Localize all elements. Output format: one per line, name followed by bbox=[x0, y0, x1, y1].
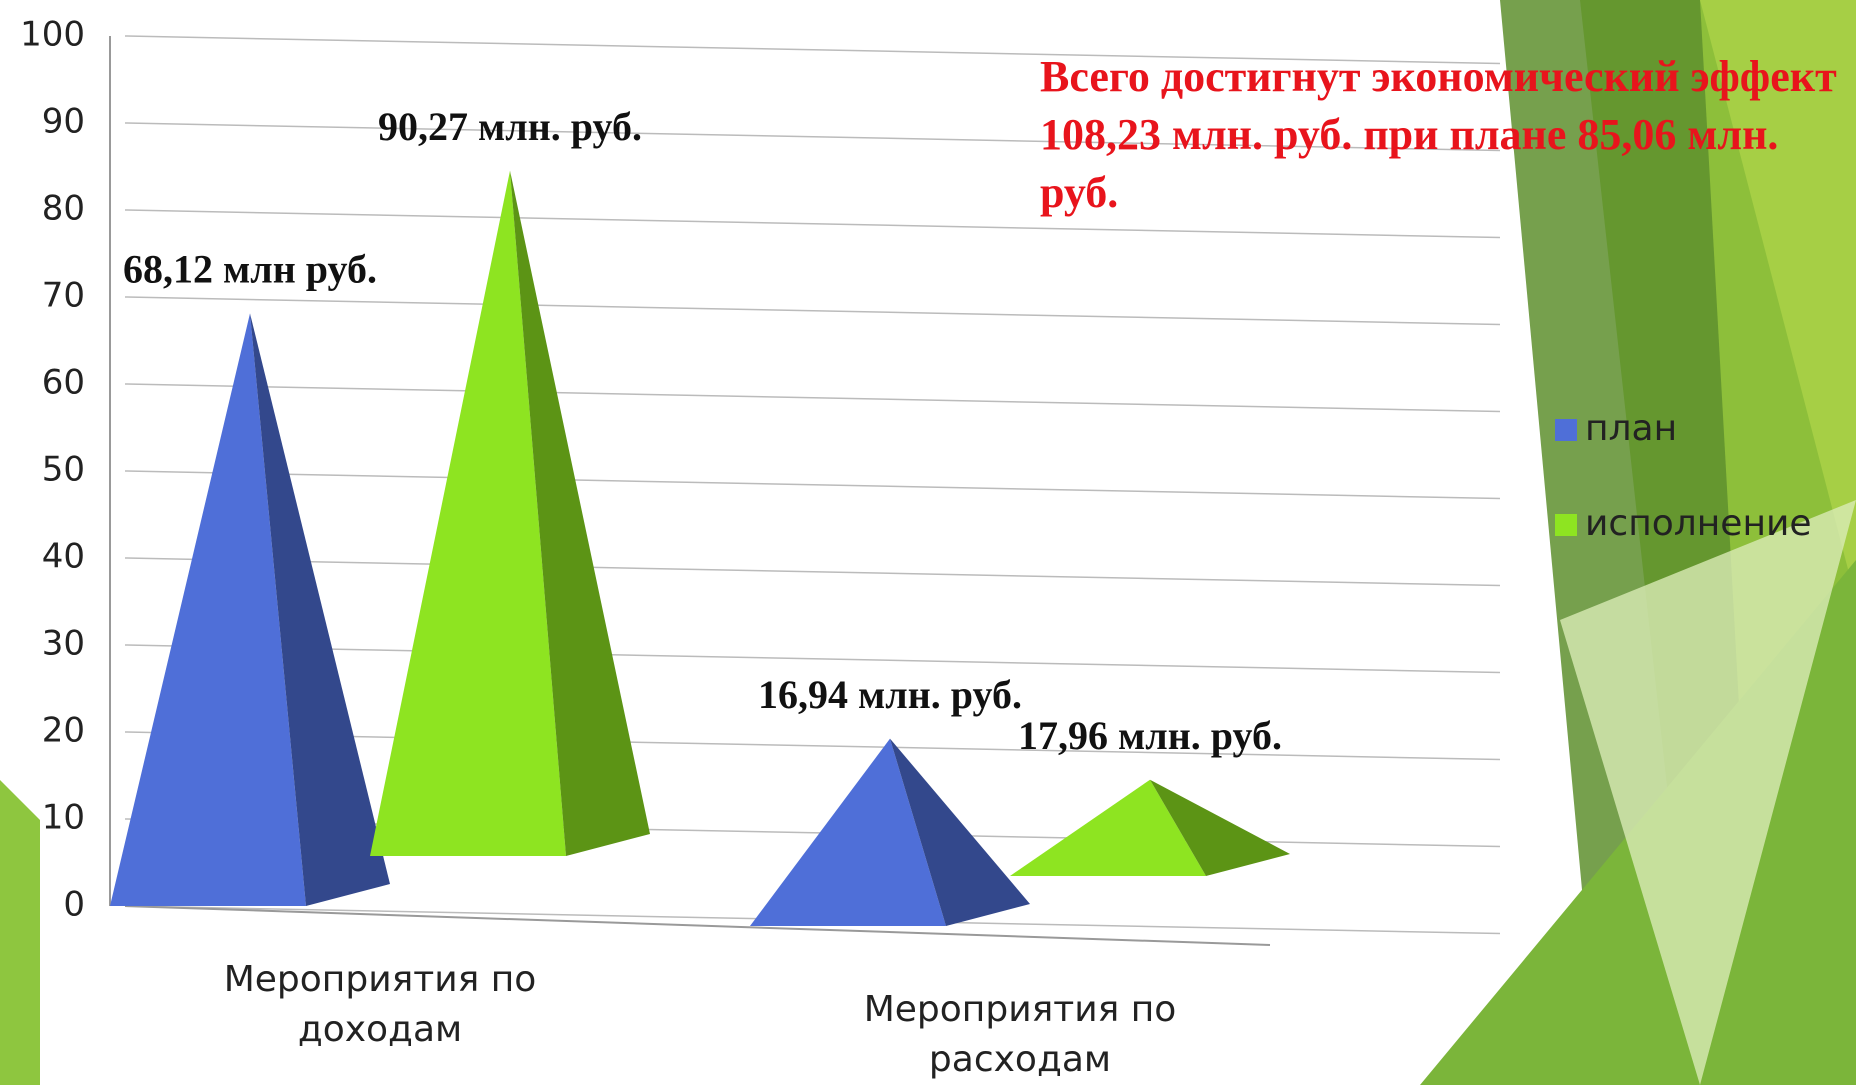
y-tick-label: 80 bbox=[42, 189, 85, 229]
value-label: 90,27 млн. руб. bbox=[378, 104, 642, 149]
pyramid-face bbox=[370, 170, 566, 856]
x-tick-label: Мероприятия по расходам bbox=[863, 989, 1177, 1080]
y-tick-label: 0 bbox=[63, 885, 85, 925]
grid-line bbox=[124, 122, 1501, 152]
y-tick-label: 30 bbox=[42, 624, 85, 664]
annotation: Всего достигнут экономический эффект 108… bbox=[1040, 52, 1837, 217]
pyramid-side bbox=[250, 313, 390, 907]
pyramid-face bbox=[110, 313, 306, 907]
y-tick-label: 100 bbox=[20, 15, 85, 55]
pyramid bbox=[370, 170, 650, 856]
y-tick-label: 10 bbox=[42, 798, 85, 838]
grid-line bbox=[124, 644, 1501, 674]
pyramid bbox=[1010, 779, 1290, 876]
pyramid-side bbox=[890, 738, 1030, 926]
value-label: 17,96 млн. руб. bbox=[1018, 713, 1282, 758]
x-tick-label: Мероприятия по доходам bbox=[223, 959, 537, 1050]
pyramid-side bbox=[1150, 779, 1290, 876]
legend-swatch bbox=[1555, 419, 1577, 441]
pyramid-face bbox=[750, 738, 946, 926]
grid-line bbox=[124, 35, 1501, 65]
x-axis bbox=[124, 905, 1271, 946]
grid-line bbox=[124, 383, 1501, 413]
y-tick-label: 60 bbox=[42, 363, 85, 403]
grid-line bbox=[124, 731, 1501, 761]
grid-line bbox=[124, 296, 1501, 326]
y-tick-label: 70 bbox=[42, 276, 85, 316]
legend-label: план bbox=[1585, 408, 1677, 449]
legend-label: исполнение bbox=[1585, 503, 1812, 544]
y-tick-label: 50 bbox=[42, 450, 85, 490]
y-tick-label: 20 bbox=[42, 711, 85, 751]
pyramid bbox=[110, 313, 390, 907]
value-label: 68,12 млн руб. bbox=[123, 247, 377, 292]
y-tick-label: 40 bbox=[42, 537, 85, 577]
legend-swatch bbox=[1555, 514, 1577, 536]
grid-line bbox=[124, 209, 1501, 239]
y-tick-label: 90 bbox=[42, 102, 85, 142]
pyramid-side bbox=[510, 170, 650, 856]
grid-line bbox=[124, 557, 1501, 587]
value-label: 16,94 млн. руб. bbox=[758, 672, 1022, 717]
pyramid bbox=[750, 738, 1030, 926]
pyramid-face bbox=[1010, 779, 1206, 876]
grid-line bbox=[124, 470, 1501, 500]
